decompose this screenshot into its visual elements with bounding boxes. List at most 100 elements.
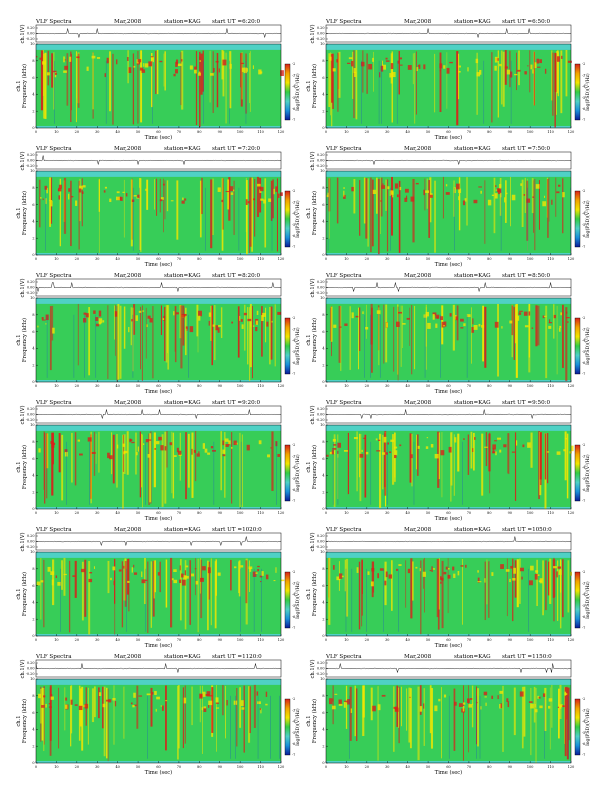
sferic-streak: [458, 177, 461, 231]
sferic-streak: [328, 53, 331, 107]
colorbar-label: log(PSD)(V²/Hz): [584, 708, 591, 746]
sferic-streak: [212, 51, 214, 114]
y-tick-label: 6: [322, 584, 324, 588]
panel-start-time: start UT =7:20:0: [212, 146, 261, 152]
sferic-streak: [79, 178, 81, 222]
sferic-streak: [436, 558, 439, 618]
dropout-line: [440, 314, 441, 378]
x-axis-label: Time (sec): [145, 642, 172, 649]
x-tick-label: 80: [197, 384, 201, 388]
y-axis-prefix: ch.1: [16, 80, 22, 91]
spectral-patch: [229, 63, 232, 69]
spectral-patch: [279, 192, 283, 196]
spectral-patch: [434, 453, 439, 459]
spectral-patch: [116, 196, 120, 201]
spectral-patch: [475, 58, 479, 64]
spectral-patch: [147, 315, 151, 319]
spectral-patch: [179, 565, 181, 571]
spectral-patch: [432, 314, 435, 320]
colorbar-label: log(PSD)(V²/Hz): [294, 73, 301, 111]
spectral-patch: [201, 707, 204, 711]
sferic-streak: [453, 688, 456, 751]
spectral-patch: [492, 448, 495, 454]
sferic-streak: [556, 305, 558, 375]
sferic-streak: [424, 557, 425, 613]
y-tick-label: 2: [322, 236, 324, 240]
panel-station: station=KAG: [164, 19, 201, 25]
x-tick-label: 0: [35, 384, 37, 388]
y-tick-label: 4: [32, 474, 34, 478]
spectral-patch: [170, 200, 174, 202]
spectral-patch: [137, 446, 139, 452]
x-tick-label: 0: [35, 511, 37, 515]
sferic-streak: [424, 178, 426, 211]
spectral-patch: [444, 321, 447, 327]
spectral-patch: [89, 571, 93, 574]
spectral-patch: [198, 72, 201, 76]
x-tick-label: 40: [406, 765, 410, 769]
x-tick-label: 70: [467, 638, 471, 642]
spectral-patch: [241, 324, 244, 329]
sferic-streak: [170, 557, 173, 628]
x-tick-label: 10: [344, 384, 348, 388]
spectral-patch: [390, 190, 394, 195]
y-tick-label: 6: [32, 330, 34, 334]
sferic-streak: [564, 686, 566, 744]
panel-date: Mar,2008: [404, 527, 432, 533]
sferic-streak: [542, 560, 544, 616]
spectral-patch: [255, 572, 258, 574]
sferic-streak: [113, 305, 115, 340]
spectral-patch: [259, 71, 263, 74]
dropout-line: [351, 568, 353, 632]
spectral-patch: [462, 200, 466, 206]
x-tick-label: 70: [177, 384, 181, 388]
spectral-patch: [415, 566, 418, 569]
spectral-patch: [404, 197, 408, 202]
y-axis-prefix: ch.1: [16, 461, 22, 472]
colorbar-tick-label: -7: [582, 118, 585, 122]
spectral-patch: [452, 566, 455, 571]
dropout-line: [270, 695, 271, 759]
sferic-streak: [367, 178, 369, 247]
spectrogram: [35, 551, 285, 637]
sferic-streak: [355, 50, 358, 120]
dropout-line: [276, 441, 277, 505]
spectral-patch: [143, 443, 145, 446]
spectral-patch: [128, 326, 130, 333]
spectral-patch: [74, 704, 78, 706]
sferic-streak: [530, 687, 532, 756]
spectral-patch: [553, 314, 557, 319]
spectral-patch: [417, 445, 420, 449]
spectral-patch: [509, 320, 513, 324]
spectral-patch: [176, 447, 179, 453]
sferic-streak: [453, 434, 455, 496]
sferic-streak: [468, 685, 469, 753]
spectral-patch: [110, 577, 112, 581]
sferic-streak: [214, 305, 216, 361]
spectral-patch: [538, 696, 541, 699]
panel-date: Mar,2008: [404, 273, 432, 279]
sferic-streak: [328, 178, 330, 239]
x-tick-label: 10: [54, 130, 58, 134]
waveform-tick-label: -0.20: [26, 164, 35, 168]
sferic-streak: [43, 559, 45, 628]
sferic-streak: [191, 686, 193, 726]
spectral-patch: [123, 565, 125, 569]
x-tick-label: 10: [344, 130, 348, 134]
sferic-streak: [68, 560, 71, 633]
spectral-patch: [247, 201, 250, 204]
spectral-patch: [43, 695, 46, 698]
spectral-patch: [480, 706, 482, 710]
spectral-patch: [439, 63, 443, 69]
spectral-patch: [240, 700, 244, 707]
x-tick-label: 90: [508, 638, 512, 642]
spectral-patch: [40, 580, 44, 583]
spectral-patch: [537, 574, 540, 576]
sferic-streak: [166, 180, 169, 212]
spectral-patch: [182, 579, 186, 586]
sferic-streak: [74, 432, 77, 486]
y-tick-label: 0: [322, 126, 324, 130]
sferic-streak: [123, 686, 125, 739]
spectral-patch: [58, 184, 62, 189]
spectra-panel: VLF Spectra Mar,2008 station=KAG start UT =…: [16, 19, 301, 141]
